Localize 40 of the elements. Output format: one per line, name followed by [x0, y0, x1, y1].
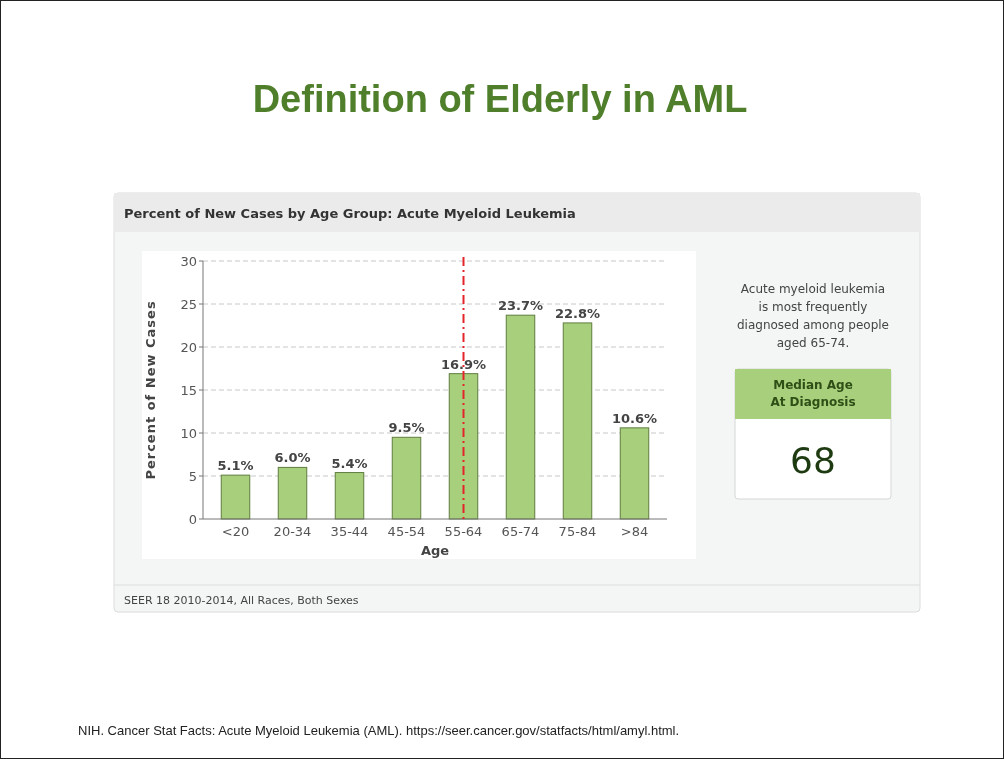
- x-tick-label: >84: [620, 524, 649, 539]
- y-tick-label: 10: [180, 425, 197, 441]
- y-tick-label: 20: [180, 339, 197, 355]
- x-tick-label: 20-34: [273, 524, 312, 539]
- bar: [391, 436, 422, 520]
- x-tick-label: 35-44: [330, 524, 369, 539]
- text: NIH. Cancer Stat Facts: Acute Myeloid Leukemia (AML). https://seer.cancer.gov/statfacts/html/amyl.html.: [78, 723, 680, 738]
- bar: [619, 427, 650, 520]
- text: Acute myeloid leukemia is most frequently diagnosed among people aged 65-74.: [736, 282, 890, 350]
- y-tick-label: 5: [188, 468, 197, 484]
- bar: [220, 474, 251, 520]
- x-tick-label: 75-84: [558, 524, 597, 539]
- bar: [505, 314, 536, 520]
- x-axis-title: Age: [420, 543, 450, 558]
- data-label: 5.1%: [217, 458, 254, 474]
- chart-title: Definition of Elderly in AML: [252, 78, 748, 120]
- text: SEER 18 2010-2014, All Races, Both Sexes: [124, 594, 359, 607]
- data-label: 9.5%: [388, 420, 425, 436]
- data-label: 6.0%: [274, 450, 311, 466]
- x-tick-label: <20: [221, 524, 250, 539]
- y-tick-label: 30: [180, 253, 197, 269]
- bar: [277, 466, 308, 520]
- text: 68: [790, 440, 836, 481]
- y-axis-title: Percent of New Cases: [143, 300, 158, 480]
- bar: [334, 472, 365, 520]
- data-label: 5.4%: [331, 455, 368, 471]
- x-tick-label: 45-54: [387, 524, 426, 539]
- y-tick-label: 15: [180, 382, 197, 398]
- data-label: 16.9%: [440, 356, 487, 372]
- bar: [562, 322, 593, 520]
- bar: [448, 373, 479, 520]
- y-tick-label: 25: [180, 296, 197, 312]
- x-tick-label: 65-74: [501, 524, 540, 539]
- x-tick-label: 55-64: [444, 524, 483, 539]
- chart-subtitle: Percent of New Cases by Age Group: Acute Myeloid Leukemia: [124, 206, 576, 221]
- data-label: 10.6%: [611, 410, 658, 426]
- y-tick-label: 0: [188, 511, 197, 527]
- text: Median Age At Diagnosis: [770, 378, 856, 409]
- data-label: 23.7%: [497, 298, 544, 314]
- data-label: 22.8%: [554, 305, 601, 321]
